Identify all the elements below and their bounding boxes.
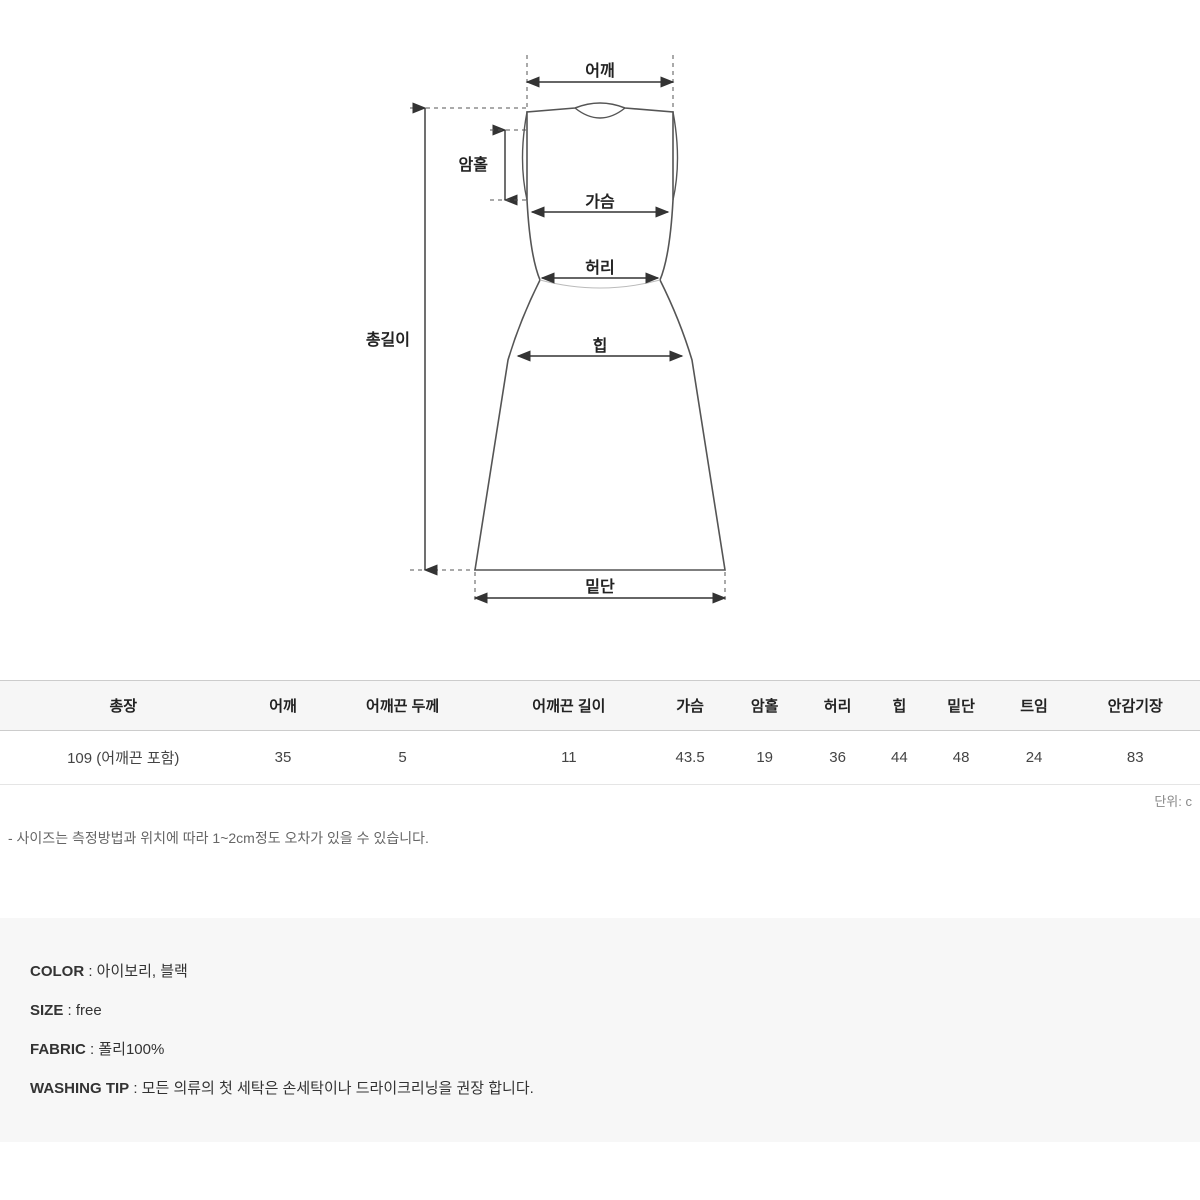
col-header: 가슴 [652, 681, 728, 731]
cell: 35 [247, 731, 320, 785]
label-hip: 힙 [593, 336, 608, 355]
col-header: 밑단 [925, 681, 998, 731]
cell: 48 [925, 731, 998, 785]
cell: 109 (어깨끈 포함) [0, 731, 247, 785]
unit-label: 단위: c [0, 785, 1200, 810]
cell: 5 [319, 731, 485, 785]
col-header: 안감기장 [1071, 681, 1200, 731]
cell: 44 [874, 731, 925, 785]
info-label: COLOR [30, 963, 84, 980]
label-total-length: 총길이 [366, 331, 410, 349]
info-size: SIZE : free [30, 991, 1170, 1030]
info-value: : free [63, 1002, 101, 1019]
size-note: - 사이즈는 측정방법과 위치에 따라 1~2cm정도 오차가 있을 수 있습니… [0, 810, 1200, 848]
info-value: : 아이보리, 블랙 [84, 963, 188, 980]
label-shoulder: 어깨 [585, 62, 614, 80]
info-fabric: FABRIC : 폴리100% [30, 1030, 1170, 1069]
col-header: 힙 [874, 681, 925, 731]
col-header: 허리 [801, 681, 874, 731]
dress-outline [475, 103, 725, 570]
col-header: 어깨 [247, 681, 320, 731]
label-waist: 허리 [585, 259, 614, 277]
cell: 19 [728, 731, 801, 785]
info-label: FABRIC [30, 1041, 86, 1058]
col-header: 암홀 [728, 681, 801, 731]
info-label: WASHING TIP [30, 1080, 129, 1097]
col-header: 트임 [998, 681, 1071, 731]
cell: 36 [801, 731, 874, 785]
cell: 43.5 [652, 731, 728, 785]
col-header: 어깨끈 길이 [486, 681, 652, 731]
label-hem: 밑단 [585, 577, 615, 596]
dress-diagram-svg: 어깨 총길이 암홀 가슴 허리 힙 밑단 [340, 0, 860, 640]
info-washing: WASHING TIP : 모든 의류의 첫 세탁은 손세탁이나 드라이크리닝을… [30, 1069, 1170, 1108]
col-header: 총장 [0, 681, 247, 731]
size-table: 총장 어깨 어깨끈 두께 어깨끈 길이 가슴 암홀 허리 힙 밑단 트임 안감기… [0, 680, 1200, 785]
info-value: : 모든 의류의 첫 세탁은 손세탁이나 드라이크리닝을 권장 합니다. [129, 1080, 534, 1097]
table-row: 109 (어깨끈 포함) 35 5 11 43.5 19 36 44 48 24… [0, 731, 1200, 785]
cell: 83 [1071, 731, 1200, 785]
table-header-row: 총장 어깨 어깨끈 두께 어깨끈 길이 가슴 암홀 허리 힙 밑단 트임 안감기… [0, 681, 1200, 731]
product-info-box: COLOR : 아이보리, 블랙 SIZE : free FABRIC : 폴리… [0, 918, 1200, 1142]
info-color: COLOR : 아이보리, 블랙 [30, 952, 1170, 991]
label-armhole: 암홀 [459, 155, 489, 174]
cell: 11 [486, 731, 652, 785]
info-value: : 폴리100% [86, 1041, 164, 1058]
cell: 24 [998, 731, 1071, 785]
col-header: 어깨끈 두께 [319, 681, 485, 731]
label-chest: 가슴 [585, 193, 615, 211]
size-diagram: 어깨 총길이 암홀 가슴 허리 힙 밑단 [0, 0, 1200, 640]
info-label: SIZE [30, 1002, 63, 1019]
